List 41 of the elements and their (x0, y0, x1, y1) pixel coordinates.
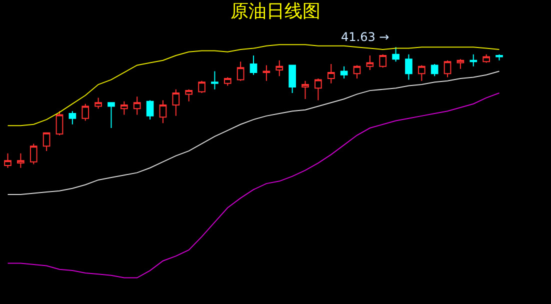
candlestick (198, 80, 206, 94)
candlestick (276, 60, 284, 77)
candlestick (56, 110, 64, 136)
candlestick (470, 54, 478, 67)
candlestick (224, 76, 232, 86)
candlestick (392, 46, 400, 62)
candlestick (146, 100, 154, 120)
candlestick (482, 54, 490, 64)
candlestick (68, 110, 76, 125)
candlestick (211, 70, 218, 90)
candlestick (340, 66, 348, 79)
candlestick (405, 54, 412, 80)
candlestick (496, 54, 503, 61)
candlestick (236, 61, 244, 82)
candlestick (172, 88, 180, 116)
candlestick (366, 55, 374, 71)
candlestick (418, 64, 426, 82)
candlestick (42, 132, 50, 152)
candlestick (17, 152, 24, 168)
candlestick (94, 97, 102, 110)
candlestick (82, 103, 90, 122)
candlestick (302, 80, 309, 100)
candlestick (327, 63, 335, 84)
candlestick (456, 58, 464, 70)
candlestick (133, 96, 141, 116)
candlestick (4, 152, 12, 168)
candlestick (430, 63, 438, 77)
candlestick (353, 64, 361, 79)
candlestick (120, 100, 128, 116)
candlestick (379, 54, 387, 68)
candlestick (30, 143, 38, 165)
candlestick (288, 64, 296, 94)
candlestick (159, 100, 167, 124)
candlestick (262, 64, 270, 82)
candlestick (108, 102, 115, 129)
candlestick (314, 78, 322, 101)
candlestick (250, 55, 258, 76)
candlestick (185, 88, 193, 102)
candlestick (444, 60, 452, 78)
chart-title: 原油日线图 (230, 1, 320, 22)
annotation: 41.63 → (341, 30, 390, 44)
